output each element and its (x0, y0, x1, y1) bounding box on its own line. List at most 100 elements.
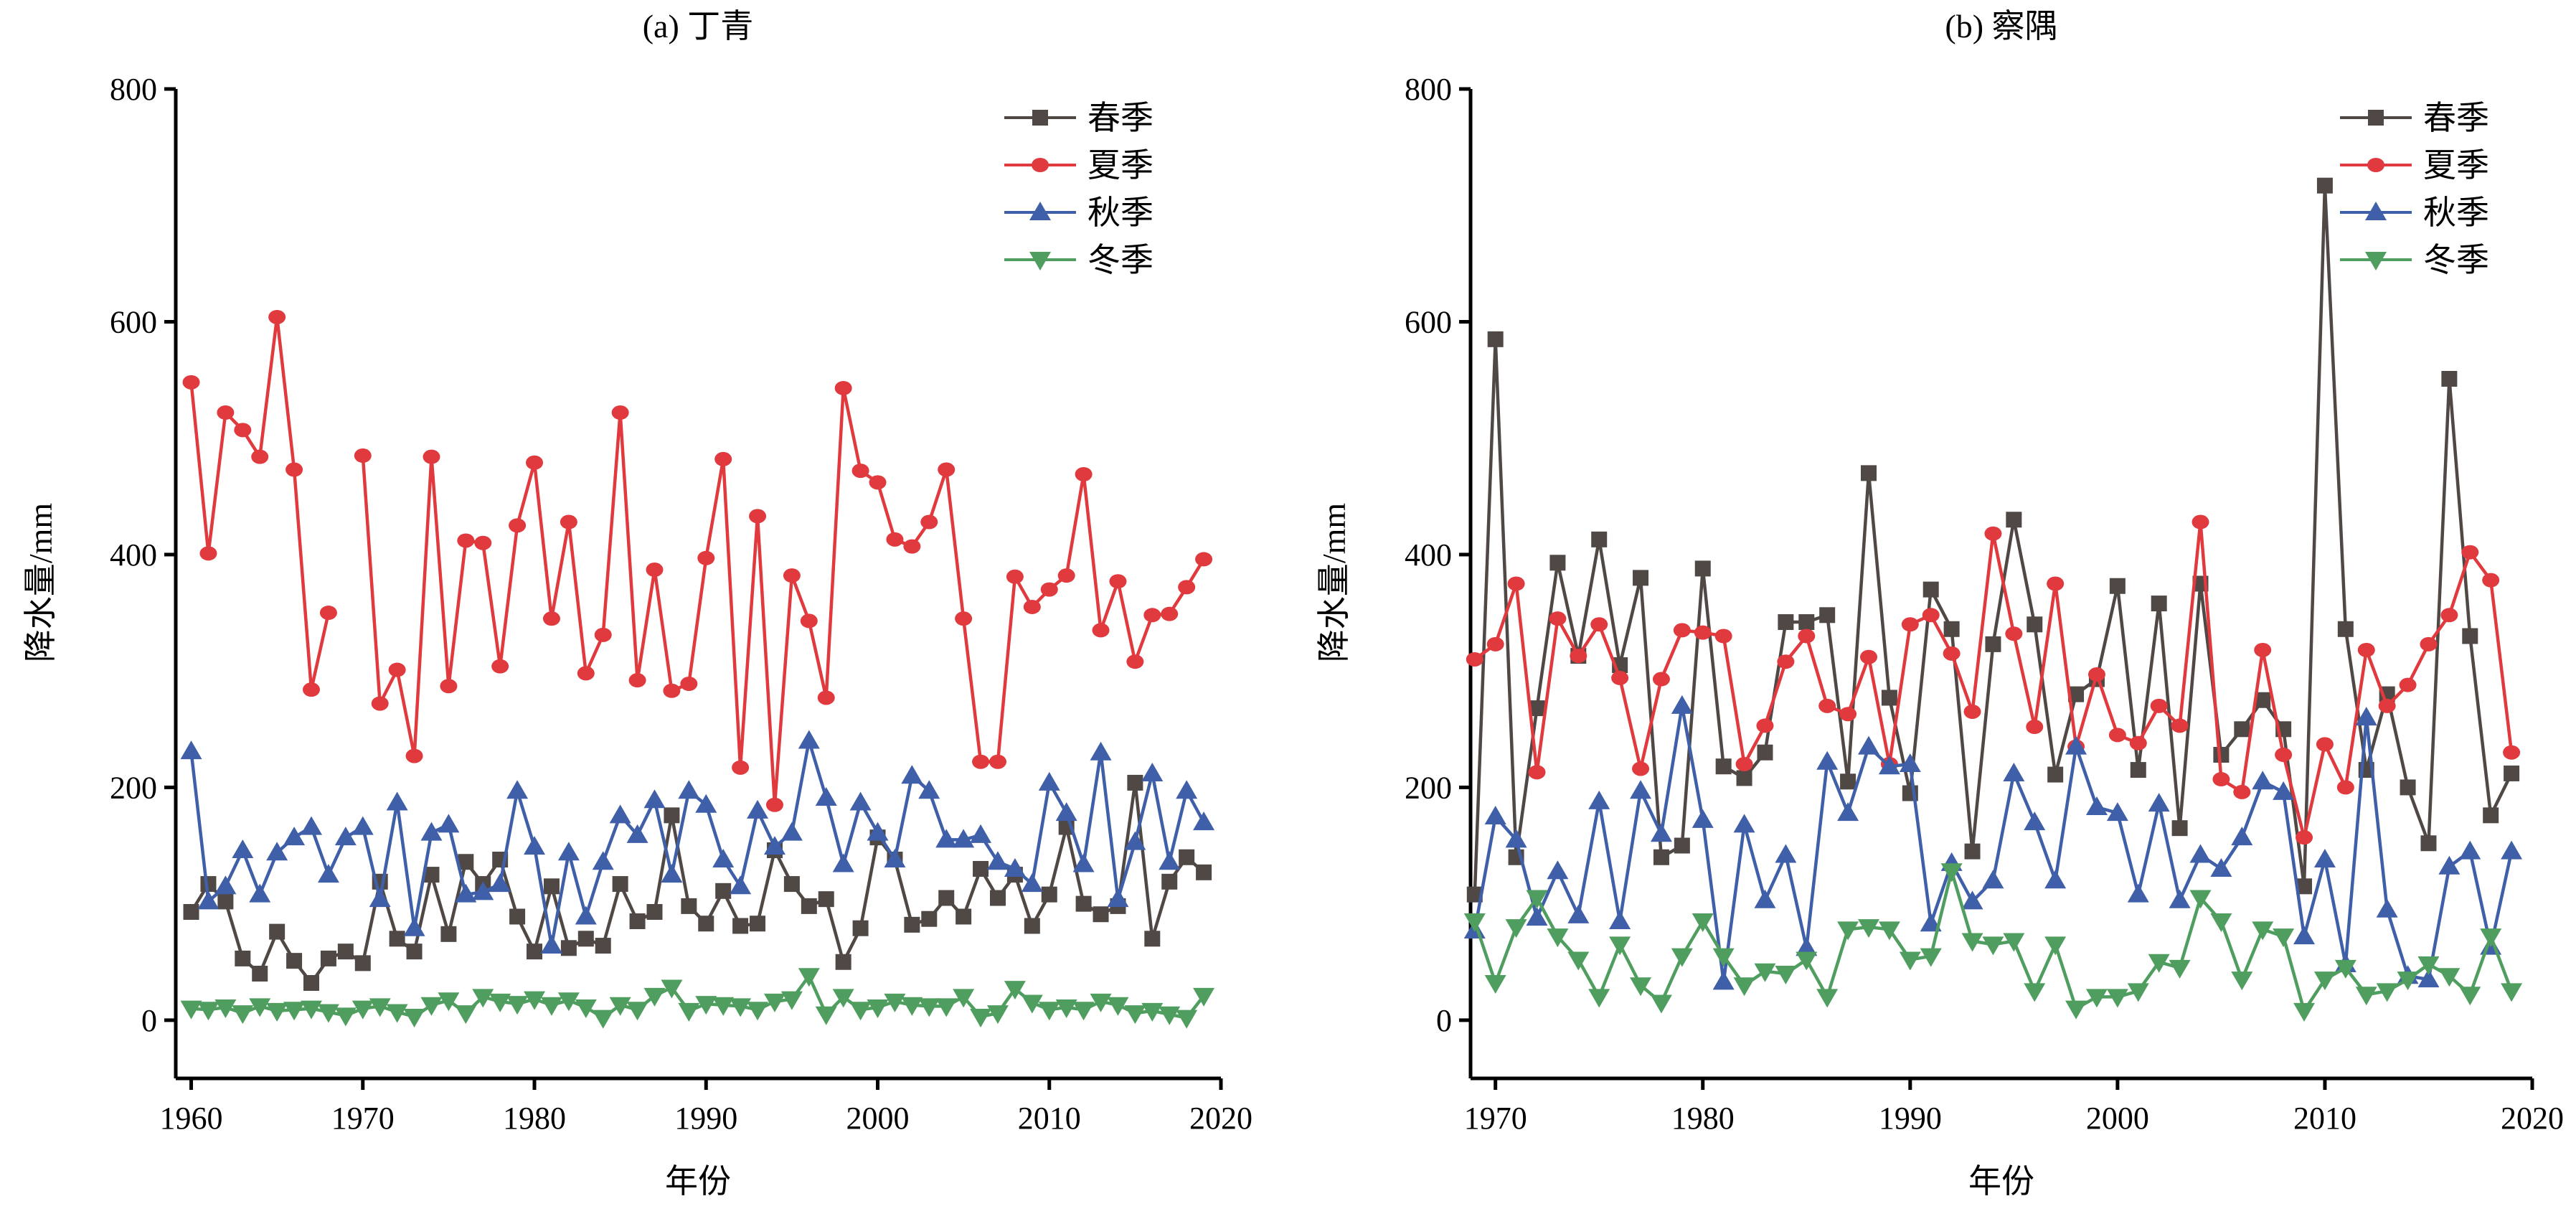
data-point (732, 760, 750, 775)
data-point (2044, 870, 2067, 889)
data-point (1109, 574, 1127, 589)
data-point (1093, 906, 1109, 923)
data-point (2459, 840, 2481, 860)
data-point (1038, 1002, 1060, 1021)
data-point (423, 449, 440, 464)
data-point (970, 824, 992, 843)
data-point (2501, 983, 2523, 1002)
data-point (1021, 873, 1043, 893)
data-point (301, 1000, 323, 1020)
data-point (524, 991, 546, 1010)
data-point (1609, 910, 1631, 929)
data-point (1487, 331, 1504, 347)
data-point (2254, 642, 2272, 657)
x-tick-label: 2000 (846, 1101, 910, 1136)
data-point (646, 563, 664, 578)
data-point (506, 996, 529, 1015)
data-point (1964, 843, 1981, 860)
data-point (540, 935, 562, 954)
data-point (2024, 811, 2046, 831)
data-point (334, 1007, 357, 1027)
data-point (2068, 686, 2085, 702)
data-point (1567, 951, 1590, 971)
data-point (2252, 921, 2274, 941)
data-point (1818, 698, 1836, 713)
legend-marker (1032, 110, 1048, 126)
data-point (1775, 844, 1797, 863)
y-tick-label: 400 (110, 537, 157, 573)
data-point (1124, 831, 1146, 850)
data-point (798, 730, 820, 749)
data-point (1006, 569, 1024, 584)
y-tick-label: 0 (141, 1003, 157, 1038)
data-point (354, 955, 371, 971)
data-point (575, 999, 597, 1019)
data-point (1757, 744, 1773, 761)
data-point (801, 898, 817, 914)
legend-marker (2367, 158, 2384, 172)
series-circle (182, 309, 1213, 812)
data-point (1609, 936, 1631, 956)
data-point (1041, 886, 1057, 903)
data-point (986, 1005, 1009, 1025)
data-point (317, 864, 339, 883)
x-tick-label: 1980 (503, 1101, 566, 1136)
data-point (1484, 805, 1506, 824)
data-point (2337, 621, 2354, 637)
data-point (901, 765, 923, 784)
data-point (1982, 870, 2004, 889)
data-point (2085, 989, 2108, 1008)
data-point (403, 917, 425, 936)
data-point (1023, 599, 1041, 614)
data-point (935, 998, 958, 1017)
data-point (1144, 931, 1161, 947)
data-point (1055, 999, 1077, 1019)
data-point (1985, 636, 2001, 652)
data-point (2400, 779, 2416, 796)
legend-marker (1029, 202, 1051, 220)
data-point (2273, 928, 2295, 948)
data-point (557, 842, 580, 861)
data-point (249, 998, 271, 1017)
legend-item: 秋季 (2340, 194, 2489, 231)
legend-item: 春季 (2340, 100, 2489, 136)
data-point (283, 1002, 306, 1021)
data-point (405, 748, 423, 763)
data-point (320, 950, 336, 966)
data-point (835, 954, 851, 970)
data-point (1040, 582, 1058, 597)
data-point (2459, 987, 2481, 1006)
data-point (2148, 954, 2170, 973)
y-axis-label: 降水量/mm (22, 503, 59, 663)
data-point (903, 539, 921, 554)
data-point (1756, 718, 1774, 733)
data-point (609, 804, 631, 824)
data-point (2065, 735, 2087, 755)
data-point (2440, 608, 2458, 623)
data-point (457, 533, 475, 548)
y-axis-label: 降水量/mm (1316, 503, 1352, 663)
data-point (2482, 573, 2500, 588)
data-point (474, 535, 492, 550)
data-point (818, 891, 834, 908)
data-point (1505, 829, 1527, 848)
legend-item: 夏季 (1004, 147, 1153, 184)
data-point (1796, 951, 1818, 971)
data-point (180, 740, 202, 760)
data-point (317, 1004, 339, 1023)
data-point (527, 944, 543, 960)
data-point (643, 789, 666, 809)
data-point (730, 875, 752, 895)
data-point (2316, 737, 2334, 752)
data-point (1754, 963, 1776, 982)
y-tick-label: 200 (1405, 770, 1452, 805)
data-point (1161, 873, 1178, 890)
data-point (2273, 781, 2295, 800)
data-point (2376, 898, 2398, 918)
data-point (2027, 616, 2043, 633)
data-point (1004, 981, 1026, 1000)
data-point (747, 799, 769, 819)
data-point (1161, 606, 1179, 621)
data-point (1982, 936, 2004, 956)
